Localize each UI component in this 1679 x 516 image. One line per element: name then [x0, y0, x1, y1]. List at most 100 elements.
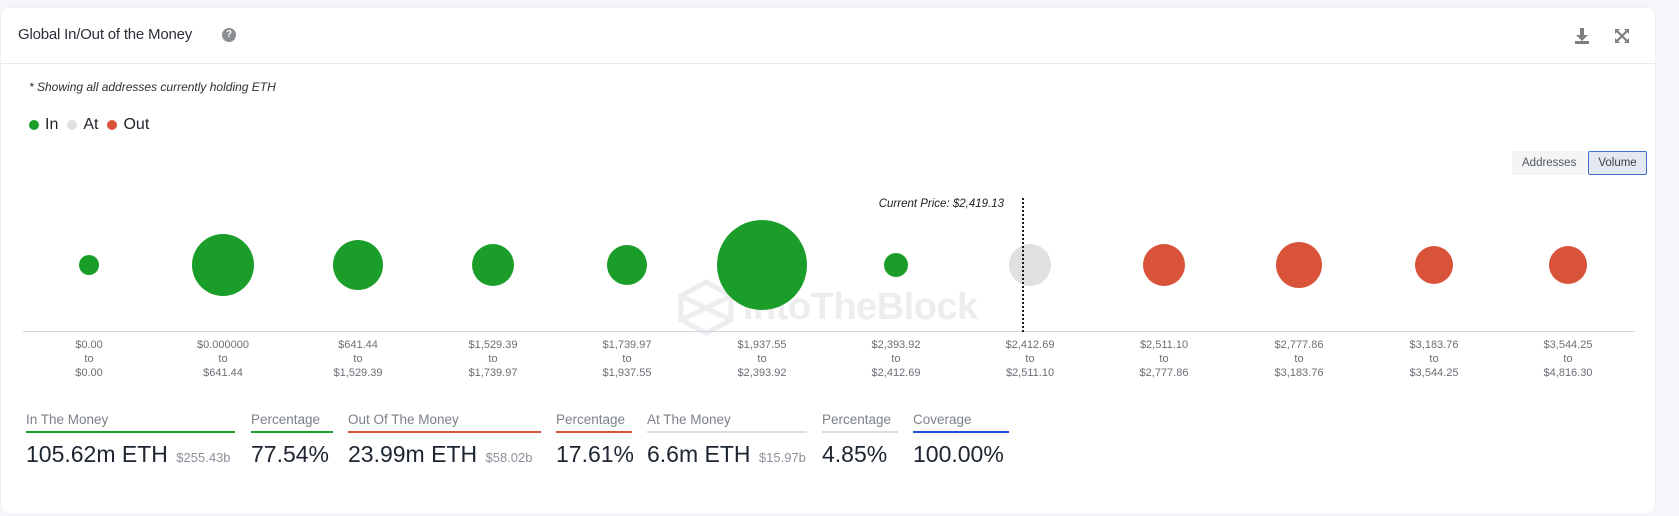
- range-to: $641.44: [203, 367, 243, 379]
- current-price-marker: [1022, 198, 1024, 332]
- range-to: $4,816.30: [1543, 367, 1593, 379]
- red-dot-icon: [107, 120, 118, 130]
- range-to-word: to: [84, 353, 94, 365]
- range-from: $0.00: [75, 339, 103, 351]
- x-axis-label: $1,937.55 to $2,393.92: [702, 338, 822, 380]
- range-to-word: to: [1025, 353, 1035, 365]
- bubble-in[interactable]: [884, 253, 908, 277]
- legend-label: Out: [123, 116, 150, 133]
- range-from: $3,183.76: [1409, 339, 1459, 351]
- stat-in-the-money: In The Money 105.62m ETH $255.43b: [26, 412, 235, 468]
- range-to-word: to: [1159, 353, 1169, 365]
- global-in-out-of-money-card: Global In/Out of the Money ? * Showing a…: [1, 8, 1655, 514]
- range-to-word: to: [622, 353, 632, 365]
- range-to-word: to: [757, 353, 767, 365]
- range-from: $641.44: [338, 339, 378, 351]
- bubble-chart: IntoTheBlock Current Price: $2,419.13 $0…: [1, 8, 1655, 514]
- range-from: $2,393.92: [871, 339, 921, 351]
- x-axis-label: $641.44 to $1,529.39: [298, 338, 418, 380]
- expand-icon[interactable]: [1612, 26, 1632, 46]
- range-to: $2,393.92: [737, 367, 787, 379]
- stat-at-the-money: At The Money 6.6m ETH $15.97b: [647, 412, 807, 468]
- range-to: $3,183.76: [1274, 367, 1324, 379]
- legend-item-at[interactable]: At: [67, 116, 98, 134]
- addresses-toggle-button[interactable]: Addresses: [1512, 151, 1587, 175]
- stat-value: 17.61%: [556, 441, 635, 467]
- x-axis-label: $0.00 to $0.00: [29, 338, 149, 380]
- x-axis-label: $3,544.25 to $4,816.30: [1508, 338, 1628, 380]
- card-title: Global In/Out of the Money: [18, 26, 193, 43]
- range-to: $2,777.86: [1139, 367, 1189, 379]
- range-to: $1,937.55: [602, 367, 652, 379]
- stat-value-wrap: 105.62m ETH $255.43b: [26, 441, 235, 468]
- x-axis-label: $2,393.92 to $2,412.69: [836, 338, 956, 380]
- range-from: $1,739.97: [602, 339, 652, 351]
- chart-legend: In At Out: [29, 116, 158, 134]
- range-to: $1,739.97: [468, 367, 518, 379]
- range-from: $2,777.86: [1274, 339, 1324, 351]
- range-from: $2,511.10: [1139, 339, 1189, 351]
- bubble-in[interactable]: [333, 240, 383, 290]
- stat-label: Coverage: [913, 412, 1009, 433]
- bubble-out[interactable]: [1549, 246, 1587, 284]
- x-axis-label: $2,777.86 to $3,183.76: [1239, 338, 1359, 380]
- range-to: $2,412.69: [871, 367, 921, 379]
- question-circle-icon[interactable]: ?: [222, 28, 236, 42]
- stat-out-percentage: Percentage 17.61%: [556, 412, 634, 468]
- download-icon[interactable]: [1572, 26, 1592, 46]
- x-axis-label: $1,739.97 to $1,937.55: [567, 338, 687, 380]
- range-from: $1,937.55: [737, 339, 787, 351]
- legend-item-out[interactable]: Out: [107, 116, 149, 134]
- bubble-out[interactable]: [1143, 244, 1185, 286]
- green-dot-icon: [29, 120, 39, 130]
- stat-label: Percentage: [822, 412, 898, 433]
- stat-usd: $15.97b: [758, 450, 806, 465]
- stat-value: 100.00%: [913, 441, 1004, 467]
- stat-label: Percentage: [251, 412, 333, 433]
- range-from: $0.000000: [197, 339, 249, 351]
- bubble-in[interactable]: [79, 255, 99, 275]
- x-axis-line: [23, 331, 1635, 332]
- stat-label: At The Money: [647, 412, 807, 433]
- x-axis-label: $1,529.39 to $1,739.97: [433, 338, 553, 380]
- range-to-word: to: [1294, 353, 1304, 365]
- bubble-out[interactable]: [1415, 246, 1453, 284]
- bubble-in[interactable]: [472, 244, 514, 286]
- bubble-in[interactable]: [192, 234, 254, 296]
- range-from: $2,412.69: [1005, 339, 1055, 351]
- volume-toggle-button[interactable]: Volume: [1588, 151, 1647, 175]
- bubble-at[interactable]: [1009, 244, 1051, 286]
- bubble-in[interactable]: [607, 245, 647, 285]
- stat-usd: $255.43b: [176, 450, 231, 465]
- bubble-out[interactable]: [1276, 242, 1322, 288]
- legend-label: At: [83, 116, 99, 133]
- stat-label: Out Of The Money: [348, 412, 541, 433]
- stat-value: 105.62m ETH: [26, 441, 168, 467]
- stat-out-of-the-money: Out Of The Money 23.99m ETH $58.02b: [348, 412, 541, 468]
- card-header: Global In/Out of the Money ?: [1, 8, 1655, 64]
- stat-usd: $58.02b: [485, 450, 533, 465]
- legend-item-in[interactable]: In: [29, 116, 58, 134]
- x-axis-label: $0.000000 to $641.44: [163, 338, 283, 380]
- stat-value: 23.99m ETH: [348, 441, 478, 467]
- stat-value-wrap: 6.6m ETH $15.97b: [647, 441, 807, 468]
- stat-at-percentage: Percentage 4.85%: [822, 412, 898, 468]
- stat-value-wrap: 23.99m ETH $58.02b: [348, 441, 541, 468]
- range-to-word: to: [488, 353, 498, 365]
- range-from: $1,529.39: [468, 339, 518, 351]
- range-to: $3,544.25: [1409, 367, 1459, 379]
- bubble-in[interactable]: [717, 220, 807, 310]
- range-to-word: to: [1429, 353, 1439, 365]
- metric-toggle: Addresses Volume: [1512, 151, 1647, 175]
- stat-label: In The Money: [26, 412, 235, 433]
- range-to-word: to: [891, 353, 901, 365]
- grey-dot-icon: [67, 120, 78, 130]
- stat-value: 77.54%: [251, 441, 330, 467]
- range-to: $1,529.39: [333, 367, 383, 379]
- current-price-label: Current Price: $2,419.13: [878, 198, 1004, 210]
- range-to-word: to: [218, 353, 228, 365]
- stat-value: 4.85%: [822, 441, 888, 467]
- x-axis-label: $2,412.69 to $2,511.10: [970, 338, 1090, 380]
- range-from: $3,544.25: [1543, 339, 1593, 351]
- stat-in-percentage: Percentage 77.54%: [251, 412, 333, 468]
